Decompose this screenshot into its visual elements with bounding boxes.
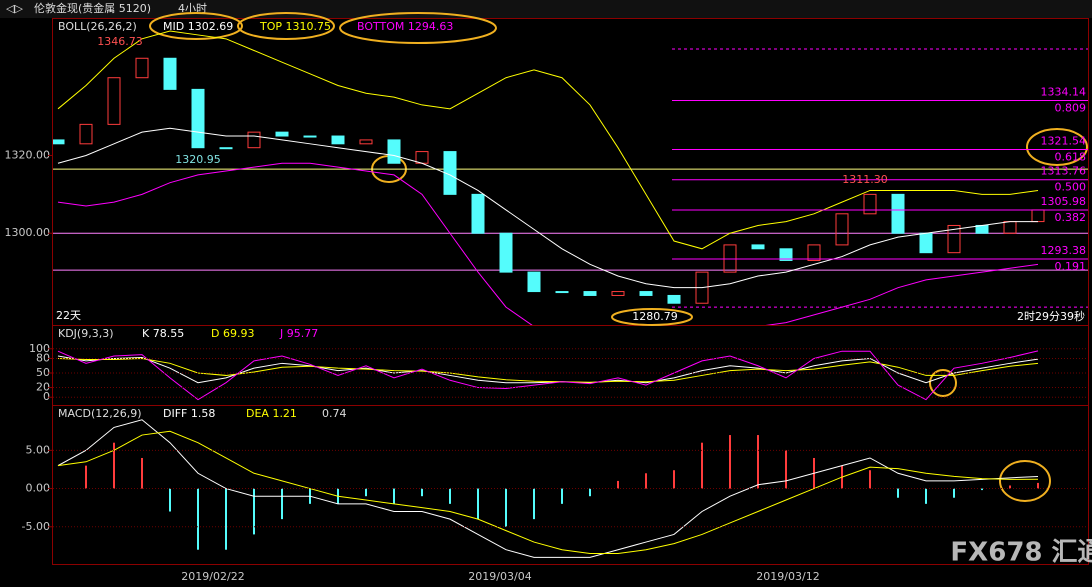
- candle: [247, 131, 261, 149]
- legend-entry: 0.74: [322, 407, 347, 420]
- y-tick-label: 1300.00: [5, 226, 51, 239]
- fib-ratio: 0.809: [1055, 101, 1087, 114]
- legend-entry: D 69.93: [211, 327, 254, 340]
- candle: [191, 88, 205, 149]
- candle: [443, 151, 457, 195]
- panel-title: KDJ(9,3,3): [58, 327, 114, 340]
- candle: [331, 135, 345, 145]
- y-tick-label: 0.00: [26, 482, 51, 495]
- y-tick-label: -5.00: [22, 520, 50, 533]
- header-title: 伦敦金现(贵金属 5120): [34, 1, 151, 15]
- indicator-line: [57, 430, 1039, 555]
- plot-layer: 2019/02/22 2019/03/04 2019/03/12 1300.00 132…: [5, 20, 1088, 583]
- panel-plot: [57, 350, 1039, 401]
- candle: [779, 248, 793, 261]
- candle: [863, 193, 877, 215]
- menu-arrows[interactable]: ◁▷: [6, 2, 23, 15]
- legend-entry: DIFF 1.58: [163, 407, 215, 420]
- y-tick-label: 1320.00: [5, 148, 51, 161]
- candle: [79, 123, 93, 145]
- candle: [219, 147, 233, 150]
- fib-price: 1305.98: [1041, 195, 1087, 208]
- candle: [611, 291, 625, 296]
- x-tick-label: 2019/02/22: [181, 570, 244, 583]
- fib-ratio: 0.618: [1055, 150, 1087, 163]
- indicator-line: [57, 127, 1038, 289]
- legend-entry: MID 1302.69: [163, 20, 233, 33]
- watermark: FX678 汇通网: [950, 538, 1092, 568]
- candle: [751, 244, 765, 250]
- annotation: 1346.73: [97, 35, 143, 48]
- candle: [359, 139, 373, 145]
- fib-price: 1334.14: [1041, 85, 1087, 98]
- candle: [639, 291, 653, 296]
- fib-price: 1321.54: [1041, 134, 1087, 147]
- legend-entry: K 78.55: [142, 327, 184, 340]
- annotation: 1280.79: [632, 310, 678, 323]
- legend-entry: DEA 1.21: [246, 407, 297, 420]
- candle: [919, 232, 933, 254]
- candle: [499, 232, 513, 273]
- y-tick-label: 100: [29, 342, 50, 355]
- indicator-line: [57, 30, 1039, 250]
- candle: [667, 294, 681, 304]
- fib-price: 1313.76: [1041, 165, 1087, 178]
- x-tick-label: 2019/03/12: [756, 570, 819, 583]
- candle: [975, 224, 989, 234]
- fib-price: 1293.38: [1041, 244, 1087, 257]
- annotation: 2时29分39秒: [1017, 309, 1085, 323]
- candle: [303, 135, 317, 138]
- y-tick-label: 50: [36, 366, 50, 379]
- candle: [387, 139, 401, 164]
- panel-title: BOLL(26,26,2): [58, 20, 137, 33]
- candle: [807, 244, 821, 261]
- indicator-line: [57, 419, 1039, 558]
- annotation: 1311.30: [842, 173, 888, 186]
- fib-ratio: 0.191: [1055, 260, 1087, 273]
- candle: [471, 193, 485, 234]
- candle: [555, 291, 569, 294]
- candle: [53, 139, 65, 145]
- candle: [583, 291, 597, 296]
- y-tick-label: 0: [43, 390, 50, 403]
- candle: [527, 271, 541, 293]
- panel-plot: [53, 30, 1088, 325]
- top-bar: [0, 0, 1092, 18]
- indicator-line: [57, 357, 1039, 383]
- candle: [163, 57, 177, 90]
- legend-entry: BOTTOM 1294.63: [357, 20, 453, 33]
- candle: [891, 193, 905, 234]
- header-period[interactable]: 4小时: [178, 2, 207, 15]
- y-tick-label: 80: [36, 351, 50, 364]
- x-tick-label: 2019/03/04: [468, 570, 531, 583]
- candle: [275, 131, 289, 137]
- y-tick-label: 20: [36, 381, 50, 394]
- fib-ratio: 0.500: [1055, 181, 1087, 194]
- fib-ratio: 0.382: [1055, 211, 1087, 224]
- annotation: 1320.95: [175, 153, 221, 166]
- panel-title: MACD(12,26,9): [58, 407, 142, 420]
- candle: [835, 213, 849, 246]
- annotation: 22天: [56, 309, 81, 322]
- legend-entry: J 95.77: [279, 327, 318, 340]
- candle: [107, 77, 121, 125]
- indicator-line: [57, 355, 1039, 384]
- legend-entry: TOP 1310.75: [259, 20, 331, 33]
- indicator-line: [57, 350, 1039, 401]
- frame: [52, 18, 1089, 565]
- candle: [947, 224, 961, 254]
- candle: [135, 57, 149, 79]
- y-tick-label: 5.00: [26, 443, 51, 456]
- indicator-line: [57, 162, 1039, 325]
